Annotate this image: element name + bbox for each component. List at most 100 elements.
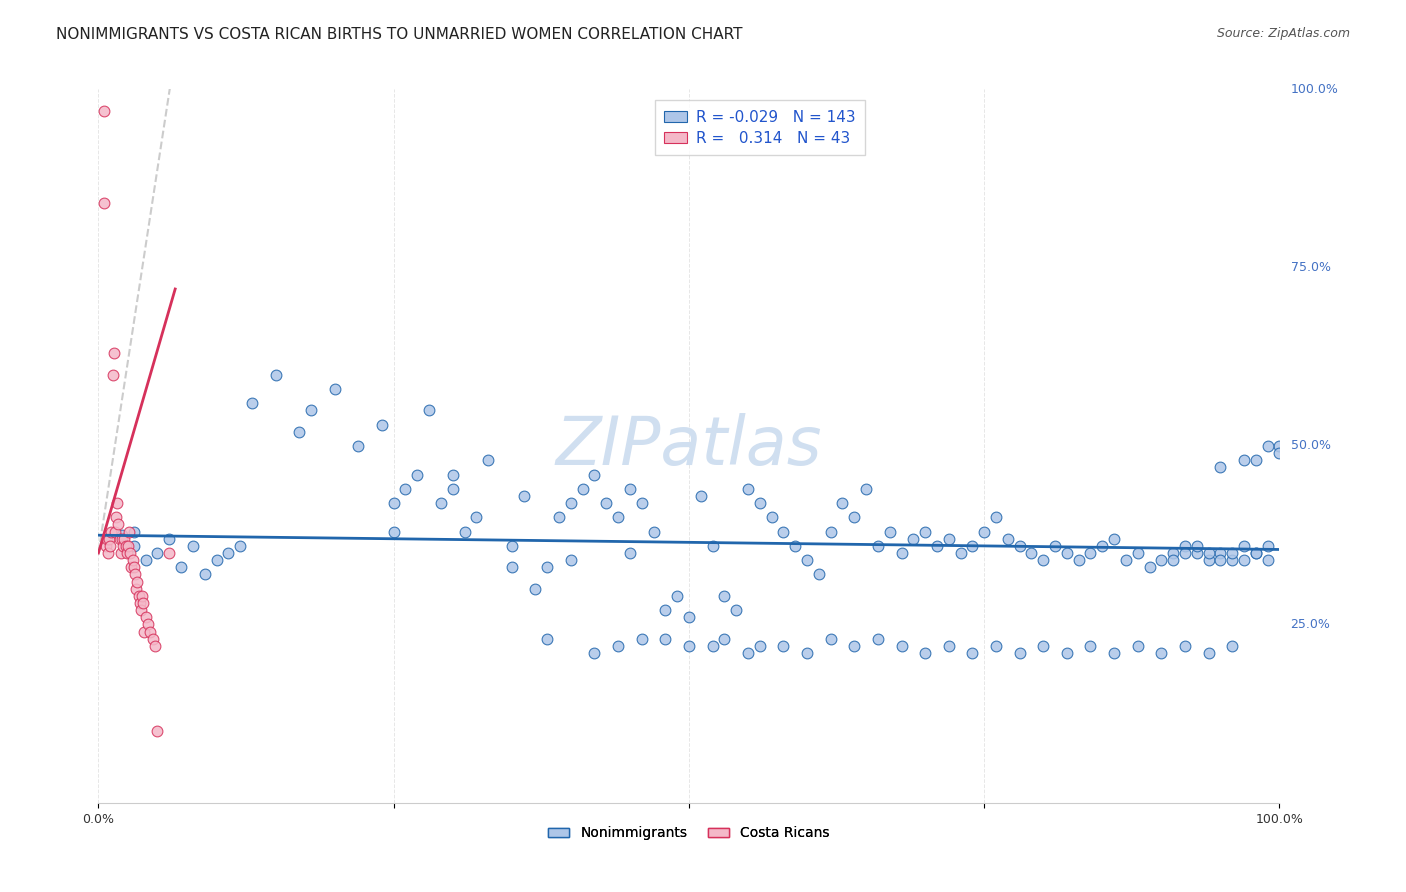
Point — [571, 482, 593, 496]
Point — [465, 510, 488, 524]
Point — [607, 639, 630, 653]
Point — [105, 496, 128, 510]
Point — [135, 553, 157, 567]
Point — [103, 346, 125, 360]
Point — [418, 403, 440, 417]
Point — [643, 524, 665, 539]
Point — [1257, 439, 1279, 453]
Point — [938, 532, 960, 546]
Point — [560, 496, 582, 510]
Point — [1174, 546, 1197, 560]
Point — [112, 532, 135, 546]
Point — [477, 453, 499, 467]
Point — [382, 524, 405, 539]
Legend: Nonimmigrants, Costa Ricans: Nonimmigrants, Costa Ricans — [543, 821, 835, 846]
Point — [831, 496, 853, 510]
Point — [548, 510, 571, 524]
Text: Source: ZipAtlas.com: Source: ZipAtlas.com — [1216, 27, 1350, 40]
Point — [630, 632, 652, 646]
Point — [93, 103, 115, 118]
Point — [229, 539, 252, 553]
Point — [678, 639, 700, 653]
Point — [121, 560, 143, 574]
Point — [240, 396, 263, 410]
Point — [713, 632, 735, 646]
Point — [890, 639, 912, 653]
Point — [1067, 553, 1090, 567]
Point — [1220, 546, 1243, 560]
Point — [501, 539, 523, 553]
Point — [111, 532, 134, 546]
Point — [124, 567, 146, 582]
Point — [1032, 553, 1054, 567]
Point — [142, 632, 165, 646]
Point — [619, 546, 641, 560]
Point — [925, 539, 948, 553]
Point — [1043, 539, 1066, 553]
Point — [288, 425, 311, 439]
Text: 25.0%: 25.0% — [1291, 618, 1330, 631]
Point — [1209, 460, 1232, 475]
Point — [855, 482, 877, 496]
Point — [194, 567, 217, 582]
Point — [139, 624, 162, 639]
Point — [394, 482, 416, 496]
Point — [984, 510, 1007, 524]
Point — [1032, 639, 1054, 653]
Point — [702, 639, 724, 653]
Text: 75.0%: 75.0% — [1291, 261, 1330, 274]
Point — [157, 532, 180, 546]
Point — [820, 524, 842, 539]
Point — [1008, 646, 1031, 660]
Point — [914, 646, 936, 660]
Point — [866, 632, 889, 646]
Point — [1102, 646, 1125, 660]
Point — [129, 603, 152, 617]
Point — [666, 589, 689, 603]
Point — [96, 532, 118, 546]
Point — [1185, 539, 1208, 553]
Point — [135, 610, 157, 624]
Point — [1056, 546, 1078, 560]
Point — [264, 368, 287, 382]
Point — [654, 603, 676, 617]
Point — [619, 482, 641, 496]
Point — [1268, 439, 1291, 453]
Point — [796, 646, 818, 660]
Point — [347, 439, 370, 453]
Point — [772, 639, 794, 653]
Point — [117, 539, 139, 553]
Point — [1244, 546, 1267, 560]
Point — [94, 539, 117, 553]
Point — [1268, 446, 1291, 460]
Point — [1198, 546, 1220, 560]
Point — [536, 632, 558, 646]
Point — [595, 496, 617, 510]
Point — [903, 532, 925, 546]
Point — [844, 510, 866, 524]
Point — [607, 510, 630, 524]
Point — [114, 539, 136, 553]
Point — [962, 539, 984, 553]
Point — [1056, 646, 1078, 660]
Point — [98, 539, 121, 553]
Point — [820, 632, 842, 646]
Point — [1102, 532, 1125, 546]
Point — [1209, 553, 1232, 567]
Text: NONIMMIGRANTS VS COSTA RICAN BIRTHS TO UNMARRIED WOMEN CORRELATION CHART: NONIMMIGRANTS VS COSTA RICAN BIRTHS TO U… — [56, 27, 742, 42]
Point — [713, 589, 735, 603]
Text: 50.0%: 50.0% — [1291, 440, 1330, 452]
Point — [879, 524, 901, 539]
Point — [984, 639, 1007, 653]
Point — [1198, 553, 1220, 567]
Point — [115, 546, 138, 560]
Point — [105, 510, 128, 524]
Point — [98, 532, 121, 546]
Point — [654, 632, 676, 646]
Point — [107, 517, 129, 532]
Point — [97, 546, 120, 560]
Point — [121, 553, 143, 567]
Point — [512, 489, 534, 503]
Point — [101, 368, 124, 382]
Point — [1209, 546, 1232, 560]
